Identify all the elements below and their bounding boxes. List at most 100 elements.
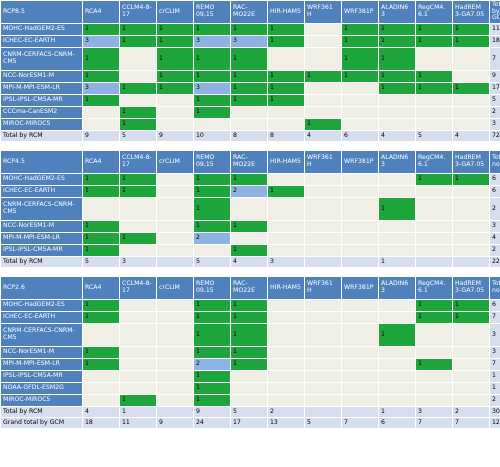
matrix-cell: 1 (452, 82, 490, 95)
matrix-cell (304, 323, 342, 347)
rcm-total: 4 (452, 130, 490, 142)
total-column-header: Total now (489, 150, 500, 174)
matrix-cell: 1 (119, 394, 157, 407)
matrix-cell (267, 394, 305, 407)
matrix-cell (415, 394, 453, 407)
row-total: 3 (489, 220, 500, 233)
column-header: crCLIM (156, 276, 194, 300)
row-total: 18 (489, 35, 500, 48)
gcm-label: MPI-M-MPI-ESM-LR (0, 82, 83, 95)
row-total: 2 (489, 394, 500, 407)
matrix-cell (415, 106, 453, 119)
rcm-total: 9 (193, 406, 231, 418)
matrix-cell: 1 (82, 23, 120, 36)
rcm-total: 2 (267, 406, 305, 418)
matrix-cell (341, 358, 379, 371)
matrix-cell (267, 382, 305, 395)
matrix-cell (82, 197, 120, 221)
matrix-cell: 1 (415, 311, 453, 324)
matrix-cell: 1 (82, 185, 120, 198)
matrix-cell (304, 346, 342, 359)
matrix-cell: 1 (119, 82, 157, 95)
rcm-total: 4 (304, 130, 342, 142)
matrix-cell: 1 (156, 70, 194, 83)
matrix-cell: 1 (82, 94, 120, 107)
matrix-cell (156, 118, 194, 131)
column-header: REMO 09,15 (193, 0, 231, 24)
gcm-label: MPI-M-MPI-ESM-LR (0, 358, 83, 371)
matrix-cell: 1 (267, 35, 305, 48)
table-row: MPI-M-MPI-ESM-LR 3 1 1 3 1 1 1 1 1 17 (0, 82, 500, 95)
matrix-cell: 1 (82, 244, 120, 257)
matrix-cell (304, 220, 342, 233)
column-header: WRF381P (341, 0, 379, 24)
section-spacer (0, 267, 500, 277)
row-total: 17 (489, 82, 500, 95)
row-total: 3 (489, 346, 500, 359)
matrix-cell: 1 (378, 197, 416, 221)
matrix-cell: 1 (193, 94, 231, 107)
matrix-cell: 1 (341, 47, 379, 71)
table-row: CNRM-CERFACS-CNRM-CM5 1 1 1 1 1 1 7 (0, 47, 500, 71)
gcm-label: MIROC-MIROC5 (0, 118, 83, 131)
table-row: CCCma-CanESM2 1 1 2 (0, 106, 500, 119)
matrix-cell: 1 (193, 311, 231, 324)
row-total: 1 (489, 382, 500, 395)
matrix-cell (82, 382, 120, 395)
matrix-cell (82, 323, 120, 347)
row-total: 1 (489, 370, 500, 383)
matrix-cell (156, 185, 194, 198)
gcm-label: IPSL-IPSL-CM5A-MR (0, 244, 83, 257)
section-header-row: RCP2.6 RCA4 CCLM4-8-17 crCLIM REMO 09,15 RAC-… (0, 276, 500, 300)
rcm-total (415, 256, 453, 268)
matrix-cell (415, 346, 453, 359)
section-spacer (0, 141, 500, 151)
matrix-cell (341, 394, 379, 407)
matrix-cell: 1 (193, 106, 231, 119)
matrix-cell (156, 173, 194, 186)
matrix-cell (119, 382, 157, 395)
rcm-total (304, 256, 342, 268)
row-total: 6 (489, 173, 500, 186)
matrix-cell (452, 382, 490, 395)
matrix-cell (119, 47, 157, 71)
matrix-cell (119, 346, 157, 359)
table-row: CNRM-CERFACS-CNRM-CM5 1 1 2 (0, 197, 500, 221)
matrix-cell (378, 106, 416, 119)
total-label: Total by RCM (0, 256, 83, 268)
table-row: MOHC-HadGEM2-ES 1 1 1 1 1 1 1 1 1 1 11 (0, 23, 500, 36)
matrix-cell (267, 311, 305, 324)
column-header: HadREM 3-GA7.05 (452, 276, 490, 300)
matrix-cell: 2 (193, 358, 231, 371)
rcm-total (156, 256, 194, 268)
matrix-cell: 1 (193, 197, 231, 221)
row-total: 9 (489, 70, 500, 83)
matrix-cell (304, 94, 342, 107)
rcm-total (341, 256, 379, 268)
matrix-cell: 1 (230, 244, 268, 257)
matrix-cell (341, 311, 379, 324)
matrix-cell (452, 370, 490, 383)
rcm-total: 4 (82, 406, 120, 418)
matrix-cell (341, 106, 379, 119)
matrix-cell: 1 (119, 185, 157, 198)
matrix-cell (156, 197, 194, 221)
total-column-header: Total by GCM (489, 0, 500, 24)
matrix-cell: 1 (82, 311, 120, 324)
row-total: 6 (489, 185, 500, 198)
matrix-cell (267, 346, 305, 359)
gcm-label: IPSL-IPSL-CM5A-MR (0, 370, 83, 383)
matrix-cell: 1 (230, 82, 268, 95)
matrix-cell: 1 (267, 23, 305, 36)
gcm-label: IPSL-IPSL-CM5A-MR (0, 94, 83, 107)
matrix-cell: 1 (82, 47, 120, 71)
matrix-cell (267, 323, 305, 347)
matrix-cell (452, 358, 490, 371)
matrix-cell (341, 323, 379, 347)
matrix-cell (452, 244, 490, 257)
matrix-cell: 1 (378, 82, 416, 95)
matrix-cell (415, 47, 453, 71)
matrix-cell: 2 (193, 232, 231, 245)
rcm-total: 6 (341, 130, 379, 142)
row-total: 3 (489, 118, 500, 131)
